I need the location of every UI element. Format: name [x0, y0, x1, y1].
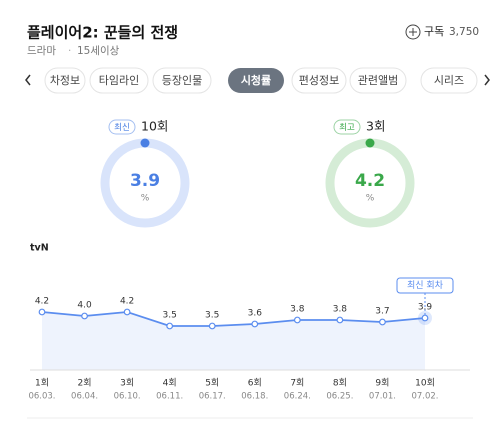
value-label: 3.5 [163, 311, 177, 321]
episode-label: 4회 [163, 378, 177, 389]
tab-label: 등장인물 [162, 74, 202, 87]
subscribe-button[interactable]: 구독 3,750 [405, 24, 479, 40]
value-label: 4.0 [77, 301, 92, 311]
badge-bg [333, 119, 361, 135]
tab-bg [44, 67, 86, 94]
value-label: 3.5 [205, 311, 219, 321]
tab-bg [152, 67, 212, 94]
tab-bg [349, 67, 407, 94]
gauge-dot [365, 138, 375, 148]
point [123, 308, 131, 316]
value-label: 3.7 [375, 307, 389, 317]
tab[interactable]: 편성정보 [291, 67, 347, 94]
episode: 10회 [141, 119, 168, 134]
plus-icon [405, 24, 421, 40]
point [208, 322, 216, 330]
tab[interactable]: 타임라인 [89, 67, 149, 94]
date-label: 06.24. [284, 392, 311, 402]
badge: 최고 [339, 122, 355, 133]
badge: 최신 [114, 122, 130, 133]
tab-label: 관련앨범 [358, 74, 398, 87]
episode-label: 8회 [333, 378, 347, 389]
next-arrow[interactable] [484, 74, 490, 86]
subscriber-count: 3,750 [449, 26, 479, 38]
tab[interactable]: 관련앨범 [349, 67, 407, 94]
point [293, 316, 301, 324]
tab-label: 차정보 [50, 74, 80, 87]
genre: 드라마 [27, 45, 56, 57]
point [421, 314, 429, 322]
episode-label: 1회 [35, 378, 49, 389]
episode-label: 2회 [78, 378, 92, 389]
episode: 3회 [366, 119, 385, 134]
episode-label: 3회 [120, 378, 134, 389]
episode-label: 7회 [290, 378, 304, 389]
date-label: 07.01. [369, 392, 396, 402]
tab-bg [291, 67, 347, 94]
value-label: 4.2 [120, 297, 134, 307]
gauge-unit: % [366, 194, 375, 204]
gauge-value: 4.2 [355, 171, 385, 191]
episode-label: 5회 [205, 378, 219, 389]
gauge-dot [140, 138, 150, 148]
point [166, 322, 174, 330]
tab[interactable]: 시청률 [228, 68, 284, 93]
value-label: 4.2 [35, 297, 49, 307]
tab[interactable]: 시리즈 [420, 67, 478, 94]
line [41, 311, 426, 327]
age: 15세이상 [77, 45, 120, 57]
tab-bg [89, 67, 149, 94]
tab-bg [420, 67, 478, 94]
tab-label: 타임라인 [99, 74, 139, 87]
annotation-box [396, 277, 454, 294]
value-label: 3.9 [418, 303, 433, 313]
date-label: 06.03. [28, 392, 55, 402]
channel: tvN [30, 243, 49, 254]
date-label: 07.02. [411, 392, 438, 402]
date-label: 06.18. [241, 392, 268, 402]
area [42, 312, 425, 370]
date-label: 06.11. [156, 392, 183, 402]
date-label: 06.25. [326, 392, 353, 402]
separator: · [68, 45, 71, 57]
subscribe-label: 구독 [424, 25, 444, 38]
point [81, 312, 88, 320]
point [336, 316, 344, 324]
tab-label: 시청률 [241, 73, 271, 87]
tab-label: 시리즈 [434, 74, 464, 87]
tab[interactable]: 등장인물 [152, 67, 212, 94]
prev-arrow[interactable] [25, 74, 31, 86]
badge-bg [108, 119, 136, 135]
point [379, 318, 386, 326]
date-label: 06.17. [199, 392, 226, 402]
point [38, 308, 46, 316]
date-label: 06.10. [114, 392, 141, 402]
gauge-unit: % [141, 194, 150, 204]
value-label: 3.6 [248, 309, 263, 319]
episode-label: 9회 [375, 378, 389, 389]
episode-label: 6회 [248, 378, 262, 389]
value-label: 3.8 [333, 305, 348, 315]
title: 플레이어2: 꾼들의 전쟁 [27, 24, 178, 42]
plus [409, 28, 417, 36]
value-label: 3.8 [290, 305, 305, 315]
date-label: 06.04. [71, 392, 98, 402]
point [251, 320, 259, 328]
gauge-value: 3.9 [130, 171, 160, 191]
episode-label: 10회 [415, 378, 435, 389]
tab-bg [228, 68, 284, 93]
tab-label: 편성정보 [299, 74, 339, 87]
tab[interactable]: 차정보 [44, 67, 86, 94]
annotation: 최신 회차 [407, 279, 444, 291]
